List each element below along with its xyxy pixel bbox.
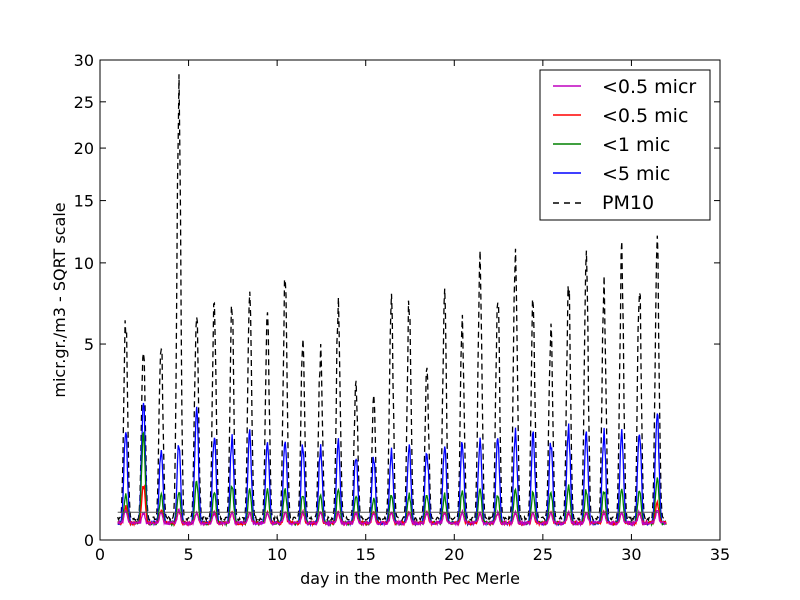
y-tick-label: 5 [84, 335, 94, 354]
y-tick-label: 25 [74, 93, 94, 112]
legend-label-lt05-mic: <0.5 mic [602, 105, 688, 127]
x-tick-label: 5 [183, 545, 193, 564]
x-tick-label: 30 [621, 545, 641, 564]
y-axis-label: micr.gr./m3 - SQRT scale [50, 202, 69, 397]
series-line-pm10 [117, 74, 667, 523]
x-tick-label: 25 [533, 545, 553, 564]
y-tick-label: 10 [74, 254, 94, 273]
y-tick-label: 30 [74, 51, 94, 70]
y-tick-label: 0 [84, 531, 94, 550]
x-tick-label: 20 [444, 545, 464, 564]
legend: <0.5 micr <0.5 mic <1 mic <5 mic PM10 [539, 69, 711, 221]
legend-label-lt05-micr: <0.5 micr [602, 76, 696, 98]
x-tick-label: 10 [267, 545, 287, 564]
series-layer [117, 74, 667, 528]
y-tick-label: 20 [74, 139, 94, 158]
legend-label-lt1-mic: <1 mic [602, 134, 670, 156]
legend-label-pm10: PM10 [602, 192, 654, 214]
plot-frame [99, 59, 721, 541]
x-tick-label: 15 [356, 545, 376, 564]
legend-label-lt5-mic: <5 mic [602, 163, 670, 185]
tick-layer: 0 5 10 15 20 25 30 35 0 5 10 15 20 25 30 [74, 51, 731, 564]
legend-box [539, 69, 711, 221]
x-axis-label: day in the month Pec Merle [300, 569, 520, 588]
y-tick-label: 15 [74, 192, 94, 211]
x-tick-label: 0 [95, 545, 105, 564]
x-tick-label: 35 [710, 545, 730, 564]
